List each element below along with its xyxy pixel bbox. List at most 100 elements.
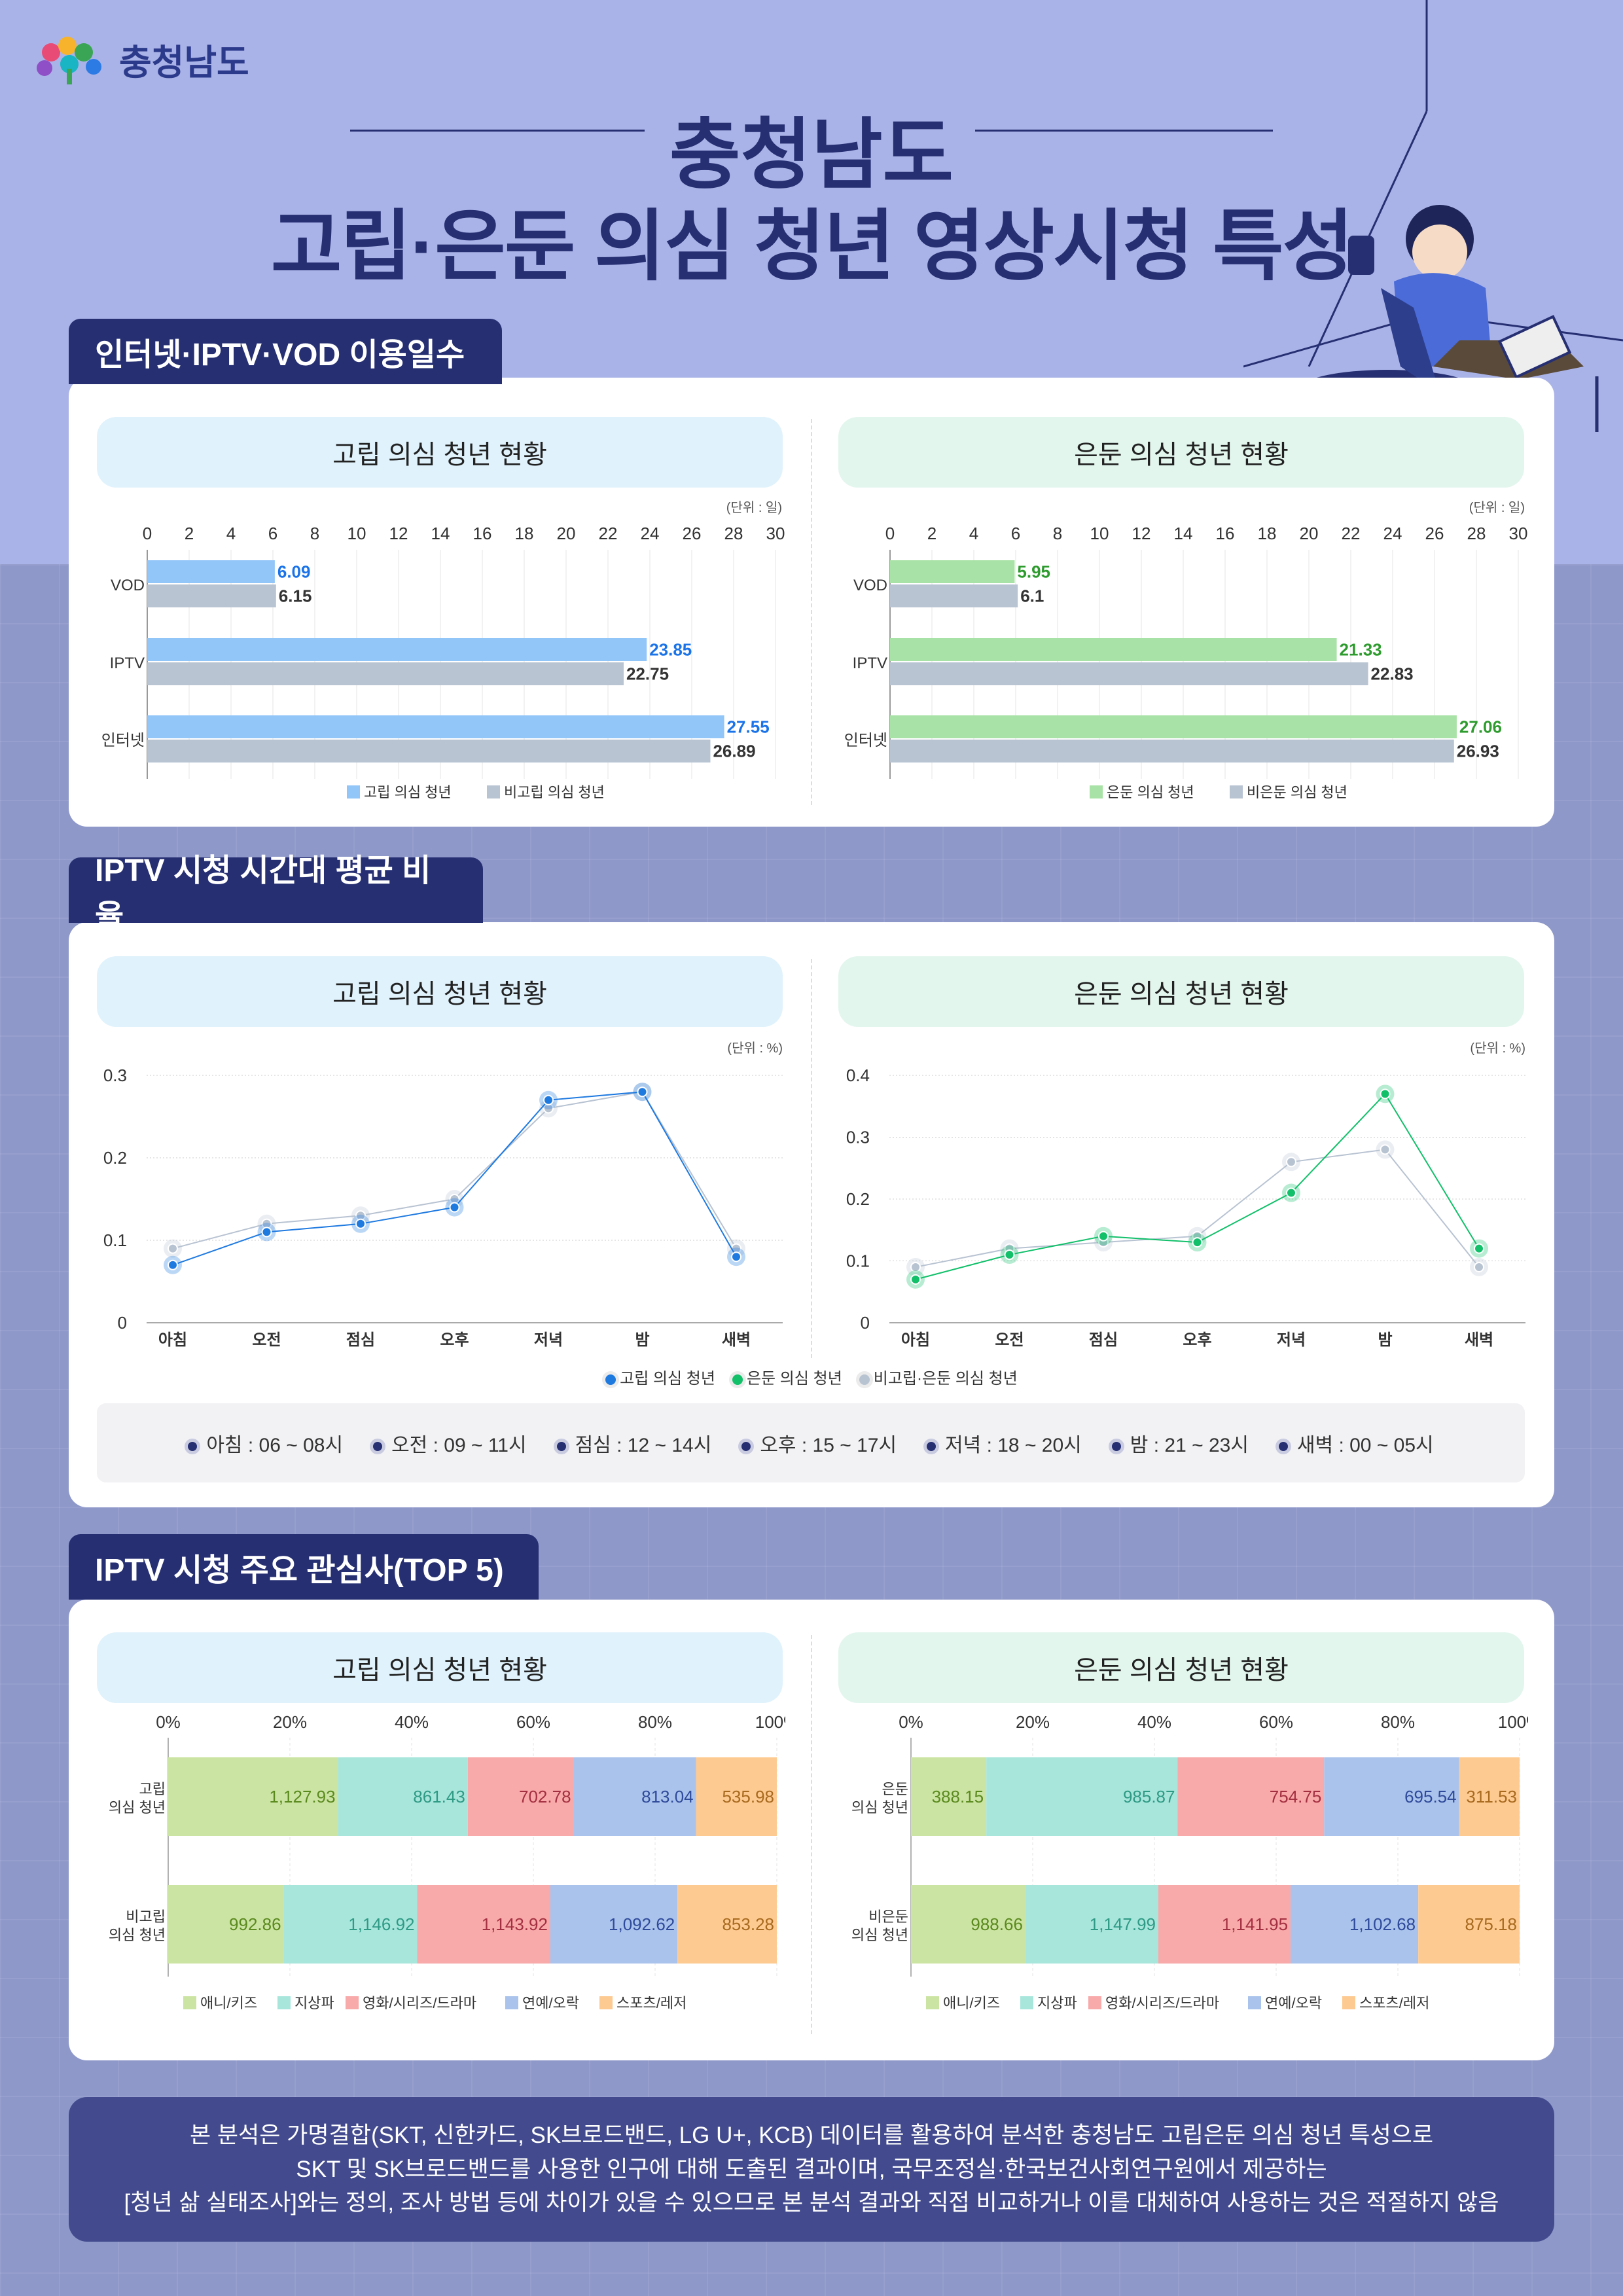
bar-segment — [168, 1885, 284, 1964]
bar — [890, 584, 1018, 607]
category-label: VOD — [111, 577, 145, 594]
legend-label: 스포츠/레저 — [1359, 1995, 1429, 2011]
data-point — [1192, 1237, 1203, 1248]
usage-days-chart-reclusive: (단위 : 일)0 2 4 6 8 10 12 14 16 18 20 22 24 26 28 30VOD5.… — [844, 500, 1528, 800]
bar — [890, 638, 1337, 661]
data-label: 311.53 — [1466, 1787, 1517, 1806]
legend-dot-icon — [732, 1374, 743, 1385]
bullet-icon — [556, 1441, 566, 1451]
series-line — [915, 1092, 1480, 1280]
time-slot-item: 저녁 : 18 ~ 20시 — [927, 1429, 1082, 1458]
title-divider-right — [975, 130, 1273, 132]
data-label: 6.09 — [277, 562, 311, 582]
category-label: 인터넷 — [101, 732, 145, 749]
legend-swatch — [487, 785, 500, 798]
bar-segment — [338, 1757, 468, 1836]
x-tick-label: 20% — [273, 1712, 307, 1732]
data-label: 985.87 — [1123, 1787, 1175, 1806]
x-tick-label: 8 — [1053, 524, 1062, 543]
y-tick-label: 0.2 — [846, 1189, 870, 1209]
legend-label: 애니/키즈 — [200, 1995, 257, 2011]
x-tick-label: 점심 — [1089, 1331, 1118, 1349]
bar-segment — [168, 1757, 338, 1836]
legend-label: 고립 의심 청년 — [620, 1370, 715, 1388]
footnote-box: 본 분석은 가명결합(SKT, 신한카드, SK브로드밴드, LG U+, KC… — [69, 2097, 1554, 2242]
row-label: 의심 청년 — [109, 1927, 166, 1943]
legend-label: 지상파 — [1037, 1995, 1077, 2011]
data-label: 853.28 — [722, 1914, 774, 1934]
legend-item-isolated: 고립 의심 청년 — [605, 1365, 715, 1388]
y-tick-label: 0.1 — [103, 1230, 127, 1250]
x-tick-label: 60% — [516, 1712, 550, 1732]
footnote-line: SKT 및 SK브로드밴드를 사용한 인구에 대해 도출된 결과이며, 국무조정… — [296, 2156, 1327, 2182]
legend-swatch — [505, 1996, 518, 2009]
legend-swatch — [1342, 1996, 1355, 2009]
data-label: 1,102.68 — [1349, 1914, 1416, 1934]
page-title-region: 충청남도 — [669, 112, 954, 198]
data-point — [1474, 1243, 1484, 1254]
x-tick-label: 새벽 — [1465, 1331, 1493, 1349]
data-point — [168, 1243, 178, 1254]
legend-swatch — [183, 1996, 196, 2009]
legend-label: 연예/오락 — [522, 1995, 579, 2011]
unit-label: (단위 : %) — [1470, 1041, 1525, 1056]
bullet-icon — [373, 1441, 383, 1451]
bar — [890, 740, 1454, 762]
flower-logo-icon — [37, 37, 101, 84]
panel-divider — [811, 959, 812, 1358]
category-label: IPTV — [110, 655, 145, 672]
x-tick-label: 16 — [1216, 524, 1235, 543]
data-label: 26.89 — [713, 742, 755, 761]
legend-label: 스포츠/레저 — [616, 1995, 687, 2011]
x-tick-label: 100% — [1498, 1712, 1528, 1732]
time-slot-legend: 아침 : 06 ~ 08시 오전 : 09 ~ 11시 점심 : 12 ~ 14시 오… — [97, 1403, 1525, 1482]
data-point — [1286, 1187, 1296, 1198]
data-label: 27.06 — [1459, 717, 1502, 737]
data-label: 992.86 — [229, 1914, 281, 1934]
row-label: 의심 청년 — [109, 1799, 166, 1816]
bullet-icon — [188, 1441, 198, 1451]
legend-swatch — [1088, 1996, 1101, 2009]
time-slot-label: 아침 : 06 ~ 08시 — [206, 1434, 344, 1456]
legend-label: 영화/시리즈/드라마 — [363, 1995, 476, 2011]
x-tick-label: 2 — [927, 524, 936, 543]
page-title: 고립·은둔 의심 청년 영상시청 특성 — [270, 204, 1353, 290]
x-tick-label: 22 — [599, 524, 618, 543]
data-point — [910, 1261, 921, 1272]
data-label: 6.1 — [1020, 586, 1044, 606]
bar-segment — [283, 1885, 418, 1964]
x-tick-label: 점심 — [346, 1331, 375, 1349]
logo-text: 충청남도 — [119, 43, 249, 82]
x-tick-label: 18 — [515, 524, 534, 543]
x-tick-label: 20 — [1300, 524, 1319, 543]
data-label: 27.55 — [727, 717, 770, 737]
panel-header-isolated: 고립 의심 청년 현황 — [97, 956, 783, 1027]
x-tick-label: 10 — [1090, 524, 1109, 543]
time-slot-item: 밤 : 21 ~ 23시 — [1111, 1429, 1249, 1458]
y-tick-label: 0 — [861, 1313, 870, 1333]
legend-label: 비고립 의심 청년 — [504, 784, 605, 800]
data-label: 22.75 — [626, 664, 669, 684]
bar-segment — [911, 1757, 987, 1836]
legend-label: 비고립·은둔 의심 청년 — [873, 1370, 1018, 1388]
legend-label: 애니/키즈 — [943, 1995, 1000, 2011]
x-tick-label: 오후 — [440, 1331, 469, 1349]
data-label: 23.85 — [649, 640, 692, 660]
x-tick-label: 28 — [1467, 524, 1486, 543]
time-slot-label: 오후 : 15 ~ 17시 — [760, 1434, 897, 1456]
legend-label: 연예/오락 — [1265, 1995, 1322, 2011]
data-point — [261, 1227, 272, 1238]
x-tick-label: 오전 — [252, 1331, 281, 1349]
y-tick-label: 0 — [118, 1313, 127, 1333]
bar — [890, 715, 1457, 738]
time-slot-item: 새벽 : 00 ~ 05시 — [1278, 1429, 1434, 1458]
row-label: 비고립 — [126, 1909, 166, 1925]
x-tick-label: 저녁 — [1277, 1331, 1306, 1349]
bar-segment — [467, 1757, 574, 1836]
x-tick-label: 30 — [766, 524, 785, 543]
panel-header-reclusive: 은둔 의심 청년 현황 — [838, 417, 1524, 488]
data-point — [449, 1202, 460, 1213]
bar — [890, 662, 1368, 685]
x-tick-label: 0 — [885, 524, 895, 543]
row-label: 은둔 — [882, 1781, 908, 1797]
